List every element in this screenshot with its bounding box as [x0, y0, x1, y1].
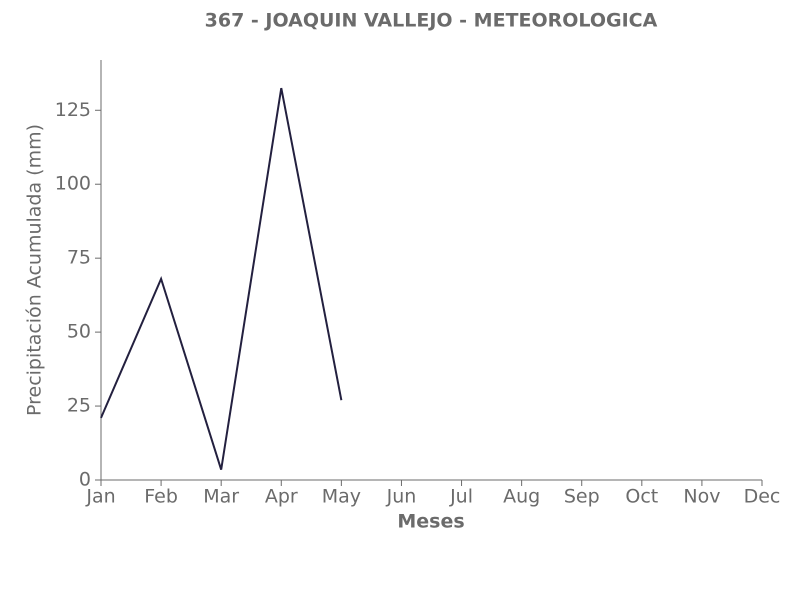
- x-tick-label: May: [322, 486, 361, 508]
- x-axis-label: Meses: [397, 511, 464, 533]
- y-tick-label: 100: [55, 173, 91, 195]
- y-tick-label: 50: [67, 321, 91, 343]
- x-tick-label: Nov: [683, 486, 720, 508]
- data-line: [100, 87, 343, 470]
- y-axis-label: Precipitación Acumulada (mm): [24, 124, 46, 416]
- x-tick-label: Mar: [203, 486, 239, 508]
- x-tick-label: Jul: [449, 486, 473, 508]
- y-tick-label: 0: [79, 469, 91, 491]
- x-tick-label: Apr: [265, 486, 298, 508]
- x-tick-label: Jun: [386, 486, 417, 508]
- y-tick-label: 25: [67, 395, 91, 417]
- x-tick-label: Aug: [503, 486, 540, 508]
- x-tick-label: Dec: [744, 486, 781, 508]
- chart-title: 367 - JOAQUIN VALLEJO - METEOROLOGICA: [205, 10, 658, 32]
- y-tick-label: 75: [67, 247, 91, 269]
- x-tick-label: Sep: [564, 486, 600, 508]
- x-tick-label: Oct: [625, 486, 658, 508]
- x-tick-label: Feb: [144, 486, 178, 508]
- x-tick-label: Jan: [85, 486, 115, 508]
- y-tick-label: 125: [55, 99, 91, 121]
